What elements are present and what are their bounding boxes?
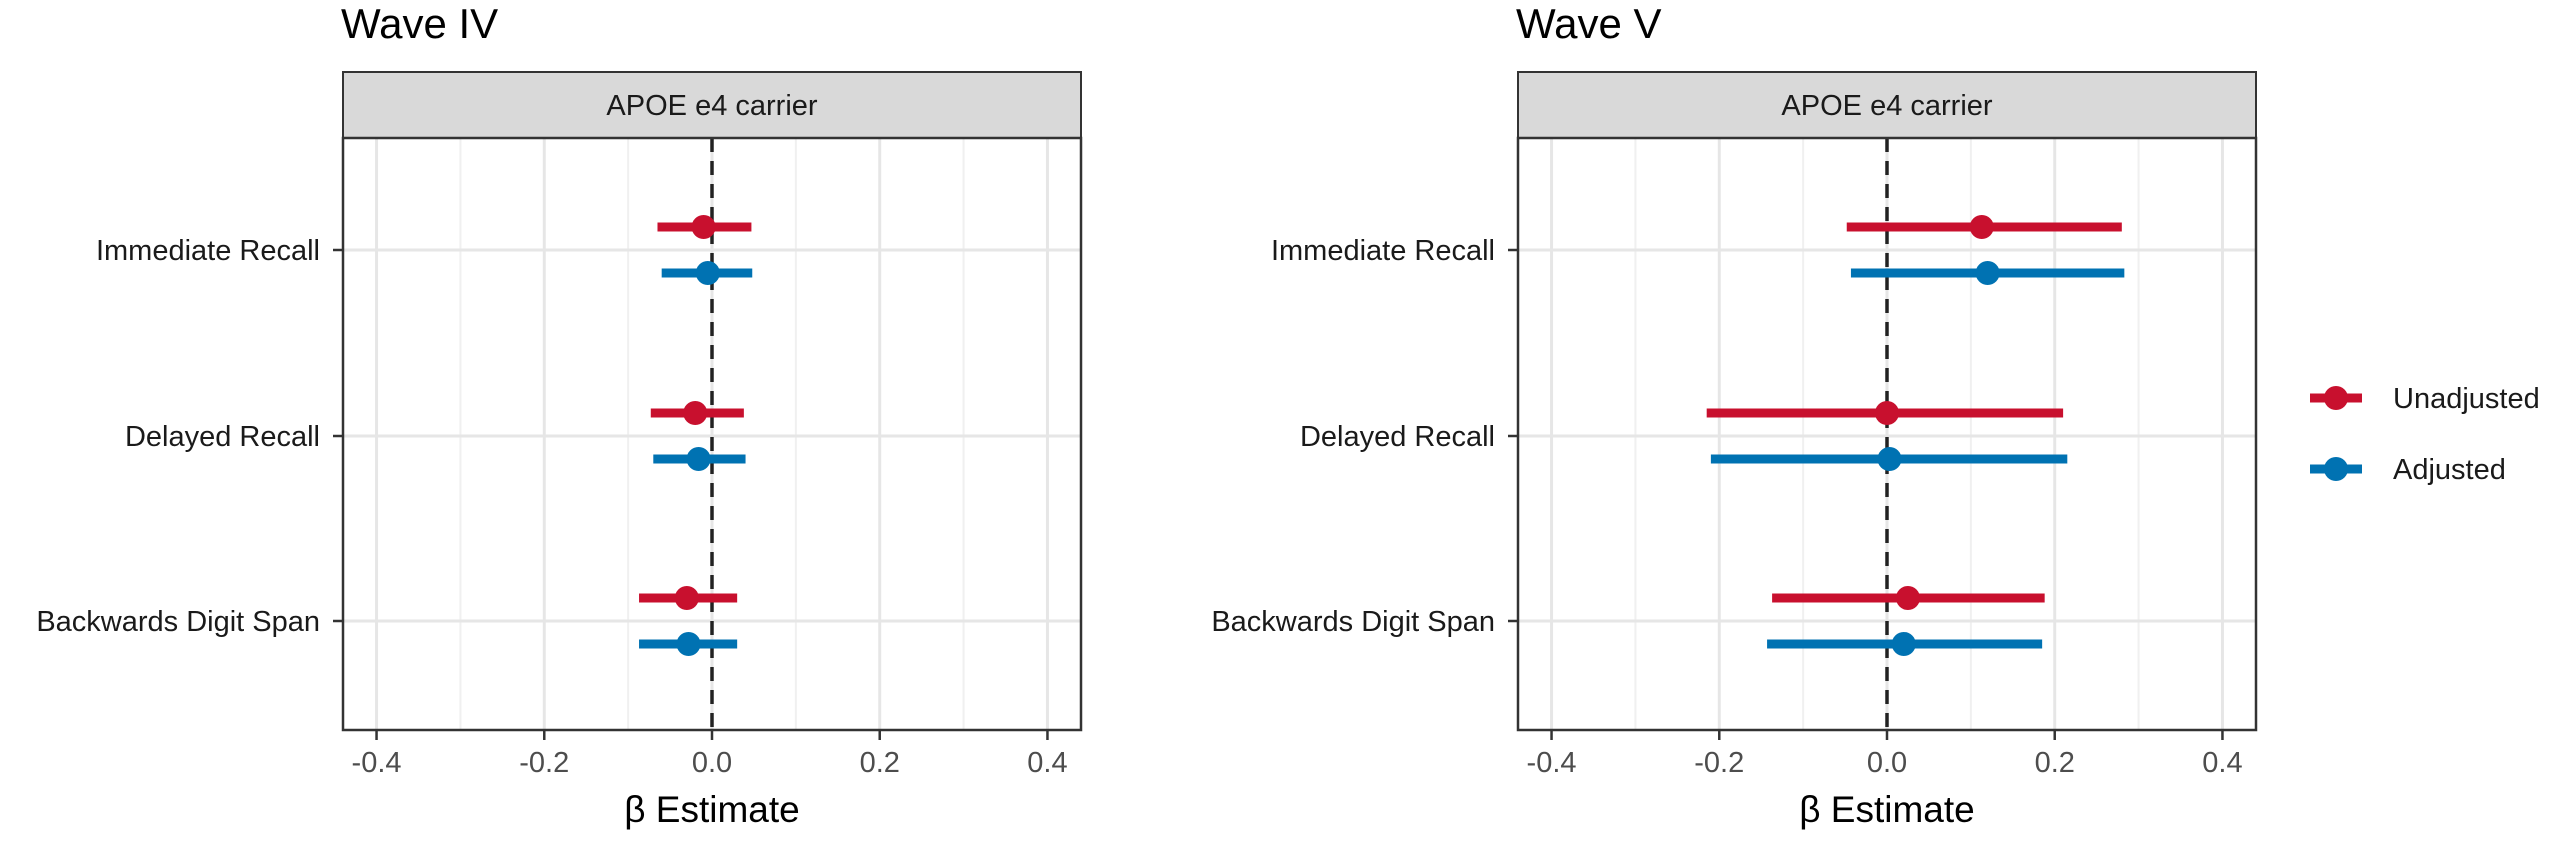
x-axis-label: β Estimate bbox=[624, 789, 800, 830]
x-tick-label: 0.2 bbox=[860, 747, 900, 779]
x-tick-label: 0.4 bbox=[2202, 747, 2242, 779]
facet-strip-label: APOE e4 carrier bbox=[606, 90, 817, 122]
facet-strip bbox=[342, 71, 1082, 139]
y-tick-label: Immediate Recall bbox=[1271, 235, 1495, 267]
legend-label: Unadjusted bbox=[2393, 383, 2540, 415]
x-tick-label: -0.4 bbox=[352, 747, 402, 779]
facet-strip-label: APOE e4 carrier bbox=[1781, 90, 1992, 122]
point-estimate bbox=[676, 632, 701, 656]
x-tick-label: 0.0 bbox=[1867, 747, 1907, 779]
point-estimate bbox=[695, 261, 720, 285]
x-tick-label: -0.2 bbox=[1694, 747, 1744, 779]
legend-key-point bbox=[2324, 386, 2348, 410]
x-tick-label: -0.2 bbox=[519, 747, 569, 779]
panel-title: Wave IV bbox=[341, 0, 498, 47]
y-tick-label: Backwards Digit Span bbox=[36, 606, 320, 638]
legend-key-point bbox=[2324, 457, 2348, 481]
point-estimate bbox=[1877, 447, 1902, 471]
point-estimate bbox=[1875, 401, 1899, 425]
x-axis-label: β Estimate bbox=[1799, 789, 1975, 830]
y-tick-label: Immediate Recall bbox=[96, 235, 320, 267]
point-estimate bbox=[674, 586, 699, 610]
x-tick-label: 0.0 bbox=[692, 747, 732, 779]
point-estimate bbox=[1975, 261, 2000, 285]
point-estimate bbox=[683, 401, 708, 425]
point-estimate bbox=[691, 215, 716, 239]
x-tick-label: 0.4 bbox=[1027, 747, 1067, 779]
y-tick-label: Delayed Recall bbox=[1300, 421, 1495, 453]
facet-strip bbox=[1517, 71, 2257, 139]
x-tick-label: 0.2 bbox=[2035, 747, 2075, 779]
point-estimate bbox=[1969, 215, 1994, 239]
panel-title: Wave V bbox=[1516, 0, 1661, 47]
y-tick-label: Backwards Digit Span bbox=[1211, 606, 1495, 638]
point-estimate bbox=[686, 447, 711, 471]
x-tick-label: -0.4 bbox=[1527, 747, 1577, 779]
point-estimate bbox=[1895, 586, 1920, 610]
y-tick-label: Delayed Recall bbox=[125, 421, 320, 453]
legend-label: Adjusted bbox=[2393, 454, 2506, 486]
point-estimate bbox=[1891, 632, 1916, 656]
